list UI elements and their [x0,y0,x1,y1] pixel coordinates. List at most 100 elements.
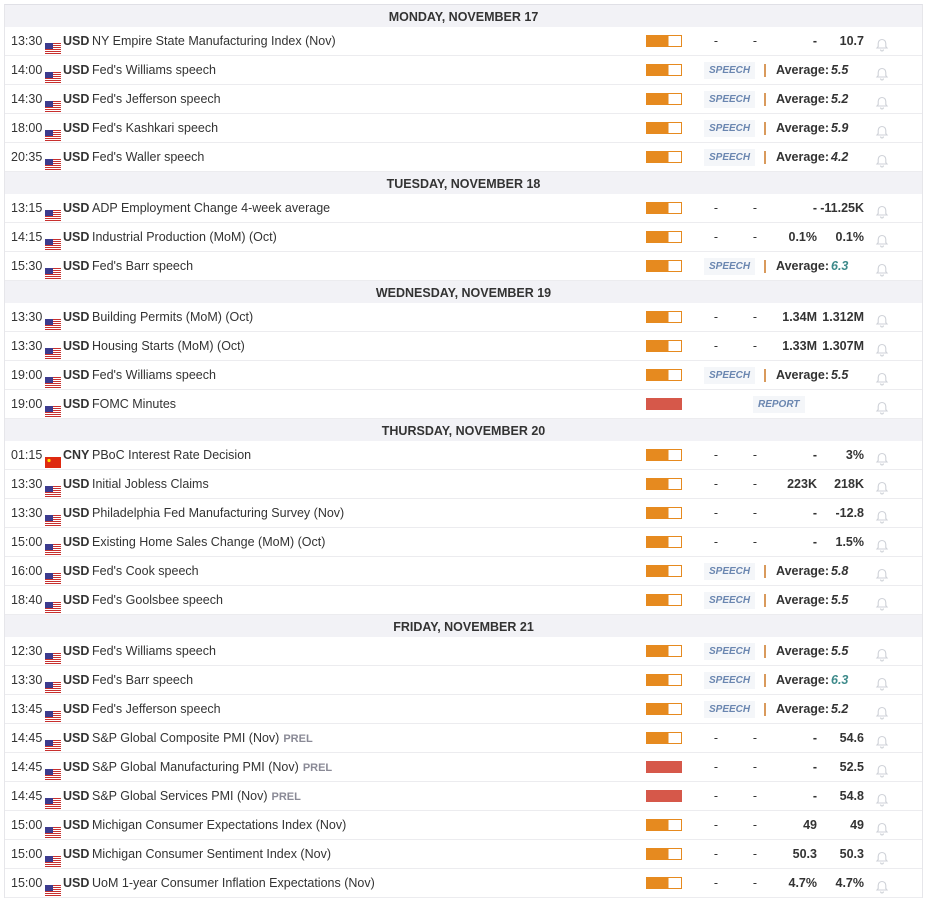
event-row[interactable]: 15:00 USD Michigan Consumer Expectations I… [5,811,922,840]
economic-calendar: MONDAY, NOVEMBER 17 13:30 USD NY Empire Sta… [4,4,923,898]
bell-icon[interactable] [875,121,889,139]
bell-icon[interactable] [875,368,889,386]
event-time: 13:30 [11,34,43,48]
day-header: WEDNESDAY, NOVEMBER 19 [5,281,922,303]
bell-icon[interactable] [875,644,889,662]
event-row[interactable]: 13:45 USD Fed's Jefferson speech SPEECH Aver… [5,695,922,724]
bell-icon[interactable] [875,259,889,277]
bell-icon[interactable] [875,63,889,81]
event-row[interactable]: 01:15 CNY PBoC Interest Rate Decision - - - 3% [5,441,922,470]
currency: USD [63,818,90,832]
event-name[interactable]: Building Permits (MoM) (Oct) [92,303,253,331]
bell-icon[interactable] [875,34,889,52]
event-row[interactable]: 14:45 USD S&P Global Composite PMI (Nov) PR… [5,724,922,753]
bell-icon[interactable] [875,702,889,720]
event-row[interactable]: 14:30 USD Fed's Jefferson speech SPEECH Aver… [5,85,922,114]
event-name[interactable]: Fed's Williams speech [92,361,216,389]
event-row[interactable]: 19:00 USD Fed's Williams speech SPEECH Avera… [5,361,922,390]
event-name[interactable]: Fed's Kashkari speech [92,114,218,142]
event-name[interactable]: Existing Home Sales Change (MoM) (Oct) [92,528,325,556]
event-title: Fed's Waller speech [92,150,205,164]
event-row[interactable]: 12:30 USD Fed's Williams speech SPEECH Avera… [5,637,922,666]
bell-icon[interactable] [875,760,889,778]
deviation-value: - [752,535,758,549]
bell-icon[interactable] [875,150,889,168]
event-name[interactable]: Initial Jobless Claims [92,470,209,498]
event-name[interactable]: ADP Employment Change 4-week average [92,194,330,222]
event-row[interactable]: 15:30 USD Fed's Barr speech SPEECH Average: 6… [5,252,922,281]
us-flag-icon [45,312,61,330]
bell-icon[interactable] [875,593,889,611]
impact-indicator [646,819,682,831]
bell-icon[interactable] [875,230,889,248]
bell-icon[interactable] [875,876,889,894]
bell-icon[interactable] [875,535,889,553]
event-row[interactable]: 13:30 USD Initial Jobless Claims - - 223K 218K [5,470,922,499]
event-name[interactable]: Philadelphia Fed Manufacturing Survey (N… [92,499,344,527]
event-name[interactable]: Fed's Barr speech [92,252,193,280]
event-time: 13:30 [11,477,43,491]
event-title: NY Empire State Manufacturing Index (Nov… [92,34,336,48]
event-row[interactable]: 16:00 USD Fed's Cook speech SPEECH Average: 5… [5,557,922,586]
event-title: Philadelphia Fed Manufacturing Survey (N… [92,506,345,520]
bell-icon[interactable] [875,92,889,110]
event-name[interactable]: Industrial Production (MoM) (Oct) [92,223,277,251]
bell-icon[interactable] [875,673,889,691]
average-label: Average: [776,368,830,382]
event-row[interactable]: 18:40 USD Fed's Goolsbee speech SPEECH Avera… [5,586,922,615]
event-name[interactable]: S&P Global Manufacturing PMI (Nov) PREL [92,753,332,782]
event-name[interactable]: Fed's Williams speech [92,637,216,665]
event-name[interactable]: NY Empire State Manufacturing Index (Nov… [92,27,336,55]
bell-icon[interactable] [875,310,889,328]
event-name[interactable]: S&P Global Composite PMI (Nov) PREL [92,724,313,753]
bell-icon[interactable] [875,397,889,415]
event-name[interactable]: Fed's Williams speech [92,56,216,84]
event-name[interactable]: Fed's Jefferson speech [92,85,221,113]
currency: USD [63,644,90,658]
bell-icon[interactable] [875,339,889,357]
event-row[interactable]: 14:00 USD Fed's Williams speech SPEECH Avera… [5,56,922,85]
currency: USD [63,150,90,164]
bell-icon[interactable] [875,201,889,219]
event-row[interactable]: 18:00 USD Fed's Kashkari speech SPEECH Avera… [5,114,922,143]
bell-icon[interactable] [875,564,889,582]
event-name[interactable]: Michigan Consumer Expectations Index (No… [92,811,346,839]
event-name[interactable]: S&P Global Services PMI (Nov) PREL [92,782,301,811]
event-name[interactable]: Fed's Barr speech [92,666,193,694]
event-row[interactable]: 13:30 USD Building Permits (MoM) (Oct) - - 1.… [5,303,922,332]
bell-icon[interactable] [875,847,889,865]
event-row[interactable]: 19:00 USD FOMC Minutes REPORT [5,390,922,419]
event-name[interactable]: Fed's Cook speech [92,557,199,585]
event-row[interactable]: 15:00 USD Existing Home Sales Change (MoM)… [5,528,922,557]
event-row[interactable]: 15:00 USD UoM 1-year Consumer Inflation Ex… [5,869,922,898]
us-flag-icon [45,566,61,584]
event-name[interactable]: Michigan Consumer Sentiment Index (Nov) [92,840,331,868]
event-row[interactable]: 13:30 USD NY Empire State Manufacturing In… [5,27,922,56]
event-row[interactable]: 14:15 USD Industrial Production (MoM) (Oct… [5,223,922,252]
event-title: Fed's Barr speech [92,259,194,273]
bell-icon[interactable] [875,477,889,495]
event-name[interactable]: Fed's Jefferson speech [92,695,221,723]
event-row[interactable]: 13:30 USD Fed's Barr speech SPEECH Average: 6… [5,666,922,695]
event-name[interactable]: FOMC Minutes [92,390,176,418]
bell-icon[interactable] [875,731,889,749]
speech-tag: SPEECH [704,592,756,609]
event-row[interactable]: 13:30 USD Housing Starts (MoM) (Oct) - - 1.33… [5,332,922,361]
event-row[interactable]: 14:45 USD S&P Global Manufacturing PMI (No… [5,753,922,782]
event-row[interactable]: 13:15 USD ADP Employment Change 4-week ave… [5,194,922,223]
bell-icon[interactable] [875,448,889,466]
bell-icon[interactable] [875,789,889,807]
bell-icon[interactable] [875,506,889,524]
event-row[interactable]: 20:35 USD Fed's Waller speech SPEECH Average… [5,143,922,172]
bell-icon[interactable] [875,818,889,836]
event-row[interactable]: 15:00 USD Michigan Consumer Sentiment Inde… [5,840,922,869]
event-row[interactable]: 13:30 USD Philadelphia Fed Manufacturing S… [5,499,922,528]
event-name[interactable]: Fed's Waller speech [92,143,204,171]
event-row[interactable]: 14:45 USD S&P Global Services PMI (Nov) PRE… [5,782,922,811]
event-name[interactable]: Fed's Goolsbee speech [92,586,223,614]
event-name[interactable]: PBoC Interest Rate Decision [92,441,251,469]
event-name[interactable]: Housing Starts (MoM) (Oct) [92,332,245,360]
event-name[interactable]: UoM 1-year Consumer Inflation Expectatio… [92,869,375,897]
average-value: 6.3 [831,673,849,687]
deviation-value: - [752,876,758,890]
